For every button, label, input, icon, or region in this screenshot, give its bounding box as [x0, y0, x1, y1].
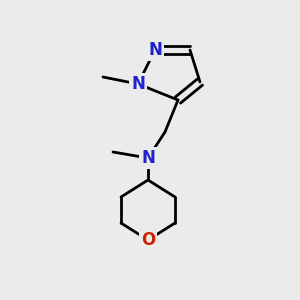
Text: N: N	[148, 41, 162, 59]
Text: N: N	[131, 75, 145, 93]
Text: N: N	[141, 149, 155, 167]
Text: O: O	[141, 231, 155, 249]
